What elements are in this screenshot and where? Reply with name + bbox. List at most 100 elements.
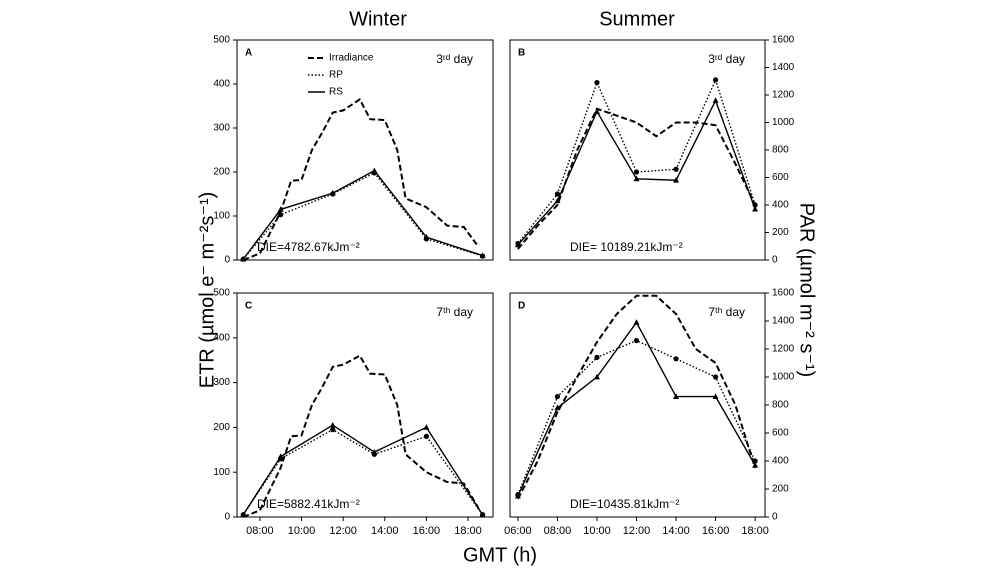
x-tick-label: 18:00: [454, 525, 482, 537]
y-tick-label: 0: [772, 255, 778, 266]
y-tick-label: 1200: [772, 90, 795, 101]
marker: [712, 77, 719, 83]
panel-annotation: 3ʳᵈ day: [436, 52, 473, 66]
marker: [479, 511, 486, 518]
column-title: Winter: [349, 8, 407, 30]
marker: [673, 393, 680, 399]
x-tick-label: 08:00: [246, 525, 274, 537]
marker: [423, 424, 430, 430]
series-line: [242, 169, 483, 260]
y-tick-label: 400: [213, 79, 230, 90]
marker: [752, 462, 759, 468]
y-tick-label: 300: [213, 123, 230, 134]
y-tick-label: 1600: [772, 288, 795, 299]
marker: [329, 189, 336, 196]
panel-annotation: 7ᵗʰ day: [436, 305, 473, 319]
marker: [752, 205, 759, 212]
series-line: [242, 97, 480, 261]
x-tick-label: 06:00: [504, 525, 532, 537]
y-tick-label: 600: [772, 172, 789, 183]
x-tick-label: 10:00: [288, 525, 316, 537]
marker: [673, 166, 679, 172]
x-tick-label: 14:00: [662, 525, 690, 537]
marker: [514, 241, 521, 248]
marker: [277, 206, 284, 212]
marker: [633, 169, 640, 175]
y-tick-label: 400: [772, 200, 789, 211]
marker: [554, 394, 561, 400]
x-tick-label: 12:00: [329, 525, 357, 537]
y-tick-label: 500: [213, 35, 230, 46]
series-line: [242, 171, 483, 260]
marker: [554, 404, 561, 411]
y-tick-label: 200: [772, 227, 789, 238]
y-tick-label: 1200: [772, 344, 795, 355]
y-tick-label: 1600: [772, 35, 795, 46]
y-tick-label: 1400: [772, 62, 795, 73]
y-tick-label: 200: [772, 484, 789, 495]
marker: [371, 167, 378, 174]
marker: [673, 177, 680, 183]
panel-label: D: [518, 301, 525, 312]
column-title: Summer: [599, 8, 675, 30]
marker: [423, 433, 429, 439]
marker: [633, 175, 640, 182]
marker: [633, 319, 640, 325]
marker: [514, 492, 521, 499]
x-tick-label: 10:00: [583, 525, 611, 537]
marker: [712, 374, 719, 380]
marker: [240, 255, 247, 262]
y-tick-label: 100: [213, 211, 230, 222]
y2-axis-label: PAR (µmol m⁻² s⁻¹): [796, 203, 818, 377]
die-annotation: DIE= 10189.21kJm⁻²: [570, 240, 683, 254]
y-tick-label: 0: [772, 512, 778, 523]
panel-label: C: [245, 301, 252, 312]
die-annotation: DIE=5882.41kJm⁻²: [257, 497, 360, 511]
marker: [594, 80, 600, 86]
legend-label: Irradiance: [329, 53, 374, 64]
y-tick-label: 100: [213, 467, 230, 478]
series-line: [242, 354, 480, 518]
marker: [277, 453, 284, 459]
marker: [554, 191, 561, 197]
y-tick-label: 1000: [772, 372, 795, 383]
panel-label: A: [245, 48, 252, 59]
legend-label: RS: [329, 87, 343, 98]
y-tick-label: 500: [213, 288, 230, 299]
marker: [712, 97, 719, 103]
y-tick-label: 1400: [772, 316, 795, 327]
die-annotation: DIE=10435.81kJm⁻²: [570, 497, 679, 511]
marker: [594, 354, 600, 360]
x-tick-label: 16:00: [413, 525, 441, 537]
x-tick-label: 08:00: [544, 525, 572, 537]
marker: [371, 448, 378, 455]
y-tick-label: 400: [213, 332, 230, 343]
marker: [554, 197, 561, 204]
x-axis-label: GMT (h): [463, 544, 537, 566]
marker: [712, 393, 719, 399]
panel-annotation: 3ʳᵈ day: [708, 52, 745, 66]
marker: [633, 338, 640, 344]
die-annotation: DIE=4782.67kJm⁻²: [257, 240, 360, 254]
marker: [479, 252, 486, 258]
marker: [240, 511, 247, 518]
x-tick-label: 16:00: [702, 525, 730, 537]
marker: [423, 233, 430, 240]
y-tick-label: 0: [224, 255, 230, 266]
x-tick-label: 12:00: [623, 525, 651, 537]
marker: [673, 356, 679, 362]
y-tick-label: 600: [772, 428, 789, 439]
panel-annotation: 7ᵗʰ day: [708, 305, 745, 319]
marker: [329, 421, 336, 428]
marker: [593, 373, 600, 380]
marker: [278, 212, 284, 218]
y-tick-label: 200: [213, 422, 230, 433]
panel-label: B: [518, 48, 525, 59]
x-tick-label: 18:00: [741, 525, 769, 537]
y-axis-label: ETR (µmol e⁻ m⁻²s⁻¹): [196, 192, 218, 389]
y-tick-label: 300: [213, 377, 230, 388]
series-line: [517, 294, 757, 500]
marker: [330, 427, 336, 433]
series-line: [242, 424, 484, 516]
